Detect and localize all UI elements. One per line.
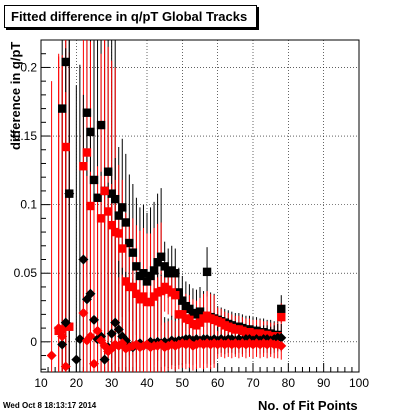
data-point-square — [65, 322, 74, 331]
data-point-square — [107, 189, 116, 198]
x-tick-label: 100 — [349, 376, 369, 390]
data-point-square — [86, 127, 95, 137]
data-point-diamond — [57, 339, 68, 350]
x-tick-label: 80 — [282, 376, 296, 390]
data-point-square — [111, 194, 120, 204]
x-tick-label: 30 — [105, 376, 119, 390]
data-point-square — [178, 296, 187, 305]
data-point-square — [100, 186, 109, 196]
y-tick-label: 0.15 — [14, 129, 38, 143]
x-tick-label: 40 — [140, 376, 154, 390]
data-point-diamond — [106, 328, 117, 339]
data-point-square — [142, 277, 152, 286]
data-point-diamond — [85, 288, 96, 299]
data-point-square — [86, 201, 95, 211]
data-point-square — [171, 269, 180, 278]
data-point-diamond — [89, 314, 99, 325]
x-tick-label: 90 — [317, 376, 331, 390]
data-point-square — [149, 266, 159, 275]
data-point-square — [93, 193, 102, 202]
data-point-square — [153, 258, 162, 267]
data-point-square — [96, 120, 106, 130]
data-point-square — [125, 238, 134, 248]
y-tick-label: 0.2 — [20, 60, 37, 74]
data-point-square — [103, 207, 113, 216]
chart-title: Fitted difference in q/pT Global Tracks — [11, 9, 248, 24]
y-tick-label: 0.1 — [20, 198, 37, 212]
data-point-diamond — [57, 331, 68, 342]
data-point-square — [132, 262, 141, 271]
data-point-square — [146, 297, 155, 307]
chart-title-box: Fitted difference in q/pT Global Tracks — [4, 5, 257, 28]
data-point-square — [103, 167, 113, 176]
data-point-diamond — [92, 325, 103, 336]
data-point-square — [82, 108, 92, 117]
data-point-square — [107, 221, 116, 230]
data-point-diamond — [110, 317, 121, 328]
data-point-diamond — [53, 323, 64, 334]
data-point-square — [121, 218, 130, 227]
data-point-square — [128, 248, 138, 257]
data-point-diamond — [89, 358, 99, 369]
data-point-square — [118, 203, 127, 212]
data-point-diamond — [46, 350, 57, 361]
data-point-square — [202, 267, 212, 277]
data-point-diamond — [60, 361, 71, 372]
data-point-square — [171, 290, 180, 300]
data-point-square — [58, 104, 67, 113]
data-point-square — [121, 277, 130, 286]
data-point-diamond — [71, 354, 82, 365]
x-axis-label: No. of Fit Points — [258, 398, 358, 413]
x-tick-label: 10 — [34, 376, 48, 390]
data-point-square — [160, 262, 169, 271]
data-point-square — [156, 252, 166, 261]
data-point-square — [61, 57, 70, 67]
data-point-diamond — [78, 308, 89, 319]
data-point-square — [79, 162, 88, 171]
data-point-diamond — [64, 188, 75, 199]
data-point-diamond — [276, 332, 287, 343]
data-point-square — [89, 175, 99, 185]
x-tick-label: 20 — [70, 376, 84, 390]
x-tick-label: 60 — [211, 376, 225, 390]
y-axis-label: difference in q/pT — [8, 41, 23, 150]
timestamp-footer: Wed Oct 8 18:13:17 2014 — [3, 401, 97, 410]
y-tick-label: 0 — [30, 335, 37, 349]
data-point-square — [139, 292, 148, 301]
data-point-diamond — [113, 324, 124, 335]
data-point-square — [114, 229, 123, 238]
x-tick-label: 70 — [246, 376, 260, 390]
data-point-square — [128, 282, 138, 292]
y-tick-label: 0.05 — [14, 266, 38, 280]
data-point-square — [139, 269, 148, 278]
x-tick-label: 50 — [176, 376, 190, 390]
data-point-diamond — [85, 331, 96, 342]
data-point-diamond — [276, 340, 287, 351]
data-point-square — [277, 304, 286, 314]
data-point-square — [61, 142, 70, 152]
data-point-square — [118, 244, 127, 253]
data-point-square — [146, 271, 155, 281]
data-point-square — [114, 211, 123, 220]
data-point-diamond — [74, 334, 85, 345]
data-point-diamond — [99, 354, 110, 365]
data-point-square — [277, 312, 286, 322]
data-point-square — [82, 148, 92, 157]
data-point-diamond — [78, 254, 89, 265]
data-point-diamond — [60, 317, 71, 328]
plot-frame — [40, 39, 360, 373]
data-point-square — [132, 289, 141, 299]
data-point-square — [96, 214, 106, 223]
